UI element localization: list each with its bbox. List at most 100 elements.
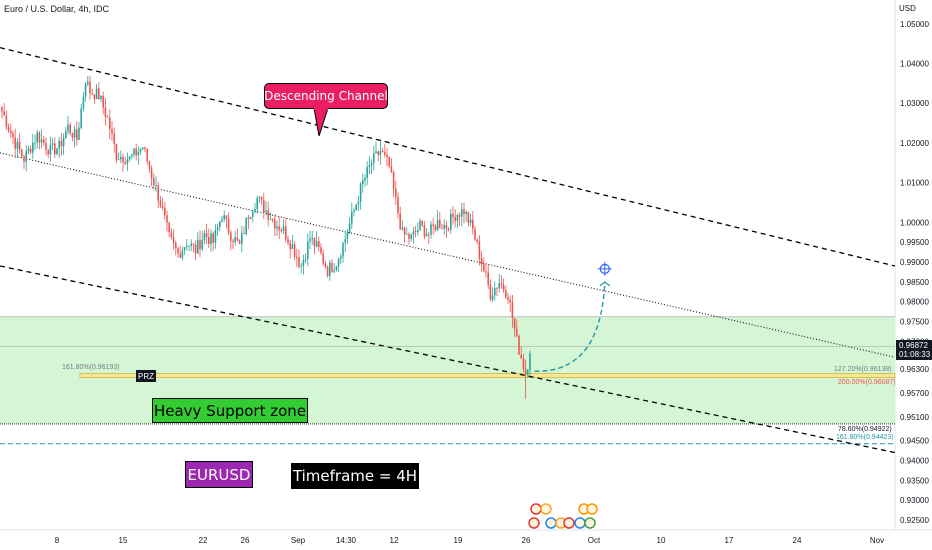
candle-body bbox=[183, 247, 186, 251]
y-tick-label: 0.94500 bbox=[900, 437, 929, 446]
candle-body bbox=[445, 224, 448, 229]
candle-body bbox=[491, 295, 494, 300]
candle-body bbox=[205, 233, 208, 238]
candle-body bbox=[384, 152, 386, 155]
candle-body bbox=[289, 242, 291, 250]
candle-body bbox=[157, 185, 159, 201]
symbol-label[interactable]: EURUSD bbox=[185, 461, 253, 488]
candle-body bbox=[71, 133, 74, 138]
candle-body bbox=[489, 284, 492, 300]
candle-body bbox=[381, 150, 384, 153]
candle-body bbox=[302, 260, 305, 267]
y-tick-label: 0.96300 bbox=[900, 365, 929, 374]
candle-body bbox=[337, 258, 340, 267]
x-tick-label: 26 bbox=[241, 536, 250, 545]
candle-body bbox=[14, 137, 16, 149]
candle-body bbox=[472, 219, 474, 229]
candle-body bbox=[496, 288, 498, 289]
fib-labels: 161.80%(0.96193) 127.20%(0.96138) 200.00… bbox=[62, 364, 896, 441]
candle-body bbox=[333, 270, 335, 272]
candle-body bbox=[56, 148, 58, 155]
candle-body bbox=[359, 184, 362, 202]
candle-body bbox=[172, 237, 175, 243]
candle-body bbox=[351, 211, 353, 224]
candle-body bbox=[65, 131, 67, 139]
candle-body bbox=[322, 253, 324, 264]
candle-body bbox=[425, 234, 428, 237]
candle-body bbox=[219, 221, 221, 228]
x-axis[interactable]: 8 15 22 26 Sep 14:30 12 19 26 Oct 10 17 24 Nov bbox=[55, 536, 884, 545]
event-flag-icon bbox=[530, 503, 542, 515]
candle-body bbox=[43, 139, 45, 144]
y-tick-label: 1.00000 bbox=[900, 218, 929, 227]
timeframe-label[interactable]: Timeframe = 4H bbox=[291, 463, 419, 489]
candle-body bbox=[265, 210, 267, 213]
x-tick-label: Sep bbox=[291, 536, 306, 545]
candle-body bbox=[458, 214, 461, 217]
candle-body bbox=[364, 177, 366, 181]
candle-body bbox=[150, 168, 153, 178]
candle-body bbox=[236, 237, 239, 241]
candle-body bbox=[117, 159, 120, 161]
candle-body bbox=[210, 233, 212, 244]
fib-200-label: 200.00%(0.96087) bbox=[838, 379, 896, 386]
candle-body bbox=[417, 230, 419, 233]
candle-body bbox=[256, 197, 258, 210]
candle-body bbox=[67, 124, 69, 132]
candle-body bbox=[113, 133, 115, 144]
candle-body bbox=[10, 130, 12, 134]
x-tick-label: 17 bbox=[725, 536, 734, 545]
candle-body bbox=[368, 165, 371, 168]
x-tick-label: 26 bbox=[522, 536, 531, 545]
candle-body bbox=[58, 140, 60, 149]
candle-body bbox=[227, 218, 230, 233]
lines-layer bbox=[0, 47, 896, 454]
candle-body bbox=[324, 263, 327, 267]
candle-body bbox=[379, 150, 382, 156]
candle-body bbox=[45, 143, 47, 151]
candle-body bbox=[478, 241, 481, 259]
y-axis[interactable]: 1.05000 1.04000 1.03000 1.02000 1.01000 1.000… bbox=[900, 20, 929, 525]
candle-body bbox=[373, 153, 375, 164]
candle-body bbox=[454, 217, 456, 221]
descending-channel-callout[interactable]: Descending Channel bbox=[264, 83, 388, 109]
candle-body bbox=[5, 115, 8, 128]
candle-body bbox=[362, 180, 364, 185]
candle-body bbox=[507, 297, 509, 300]
candle-body bbox=[249, 216, 252, 219]
candle-body bbox=[278, 226, 280, 231]
candle-body bbox=[221, 219, 223, 222]
candle-body bbox=[49, 144, 52, 155]
x-tick-label: 12 bbox=[390, 536, 399, 545]
candle-body bbox=[137, 151, 140, 156]
candle-body bbox=[465, 212, 467, 215]
grid-layer bbox=[0, 0, 932, 531]
candle-body bbox=[502, 284, 505, 291]
candle-body bbox=[192, 243, 195, 245]
candle-body bbox=[29, 148, 32, 153]
candle-body bbox=[340, 256, 342, 259]
support-zone-label[interactable]: Heavy Support zone bbox=[152, 398, 308, 423]
candle-body bbox=[7, 127, 10, 131]
candle-body bbox=[434, 226, 437, 231]
candle-body bbox=[109, 117, 111, 130]
candle-body bbox=[439, 219, 441, 228]
candle-body bbox=[287, 239, 289, 243]
candle-body bbox=[430, 224, 432, 235]
candle-body bbox=[276, 226, 278, 229]
candle-body bbox=[139, 148, 142, 152]
candle-body bbox=[513, 318, 516, 329]
candle-body bbox=[304, 258, 307, 261]
candle-body bbox=[190, 243, 192, 246]
candle-body bbox=[82, 96, 85, 109]
candle-body bbox=[1, 107, 3, 112]
candle-body bbox=[291, 244, 294, 250]
y-tick-label: 0.95700 bbox=[900, 389, 929, 398]
prz-label: PRZ bbox=[136, 370, 156, 382]
candle-body bbox=[527, 369, 529, 375]
x-tick-label: Oct bbox=[588, 536, 601, 545]
candle-body bbox=[401, 227, 404, 230]
candle-body bbox=[247, 217, 250, 219]
candle-body bbox=[311, 237, 313, 239]
